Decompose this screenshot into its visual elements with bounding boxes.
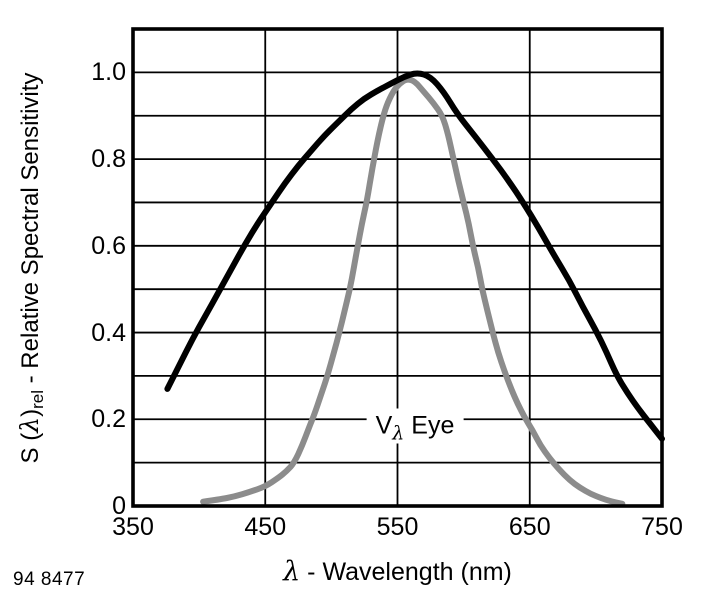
y-axis-label: S (λ)rel - Relative Spectral Sensitivity (15, 72, 47, 464)
detector-response-curve (164, 70, 665, 442)
y-tick-label: 0.4 (91, 318, 126, 347)
y-tick-label: 0.8 (91, 145, 126, 174)
x-tick-label: 750 (641, 513, 683, 541)
y-tick-label: 1.0 (91, 58, 126, 87)
y-tick-label: 0.2 (91, 405, 126, 434)
x-tick-label: 450 (244, 513, 287, 541)
x-tick-label: 650 (508, 513, 551, 541)
x-tick-label: 350 (112, 513, 154, 541)
x-tick-label: 550 (376, 513, 419, 541)
eye-curve-label: Vλ Eye (366, 408, 464, 445)
y-tick-label: 0 (112, 492, 126, 520)
y-tick-label: 0.6 (91, 231, 126, 260)
x-axis-label: λ - Wavelength (nm) (283, 556, 512, 587)
eye-response-curve (200, 76, 626, 507)
figure-number: 94 8477 (13, 569, 86, 590)
plot-border (131, 27, 664, 508)
